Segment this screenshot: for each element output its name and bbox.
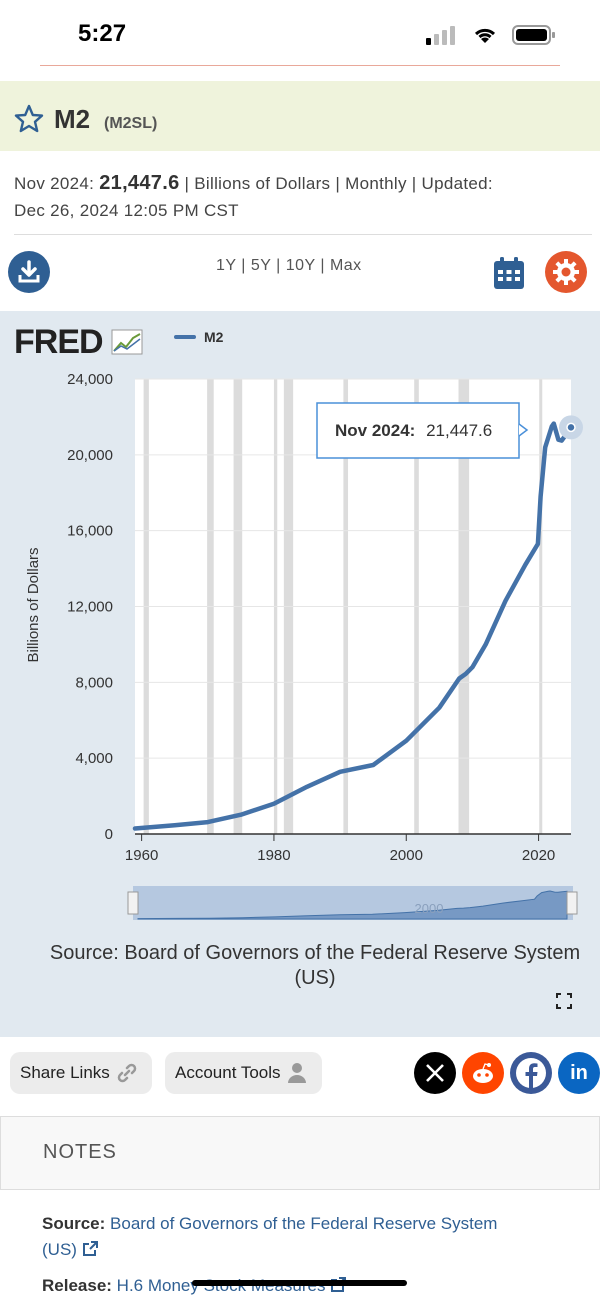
tooltip: Nov 2024: 21,447.6 (316, 402, 529, 459)
x-tick-label: 2020 (522, 847, 555, 864)
range-max[interactable]: Max (329, 257, 362, 274)
fred-chart-icon (111, 329, 143, 355)
account-tools-label: Account Tools (175, 1063, 281, 1082)
legend-label: M2 (204, 329, 224, 345)
range-separator: | (241, 257, 246, 274)
settings-button[interactable] (545, 251, 587, 293)
updated-date: Dec 26, 2024 12:05 PM CST (14, 201, 239, 220)
x-tick-label: 1980 (257, 847, 290, 864)
chart-legend: M2 (174, 329, 223, 345)
navigator-handle-left[interactable] (127, 891, 139, 915)
legend-swatch (174, 335, 196, 339)
note-source-label: Source: (42, 1214, 106, 1233)
account-tools-button[interactable]: Account Tools (165, 1052, 322, 1094)
fred-logo[interactable]: FRED (14, 323, 143, 362)
x-tick-label: 2000 (390, 847, 423, 864)
battery-icon (512, 25, 555, 45)
share-links-label: Share Links (20, 1063, 110, 1082)
signal-icon (426, 26, 455, 45)
note-source-link[interactable]: Board of Governors of the Federal Reserv… (42, 1214, 498, 1259)
range-separator: | (276, 257, 281, 274)
calendar-icon[interactable] (493, 256, 525, 290)
facebook-share-button[interactable] (510, 1052, 552, 1094)
note-source: Source: Board of Governors of the Federa… (42, 1211, 512, 1263)
svg-text:Nov 2024: 21,447.6: Nov 2024: 21,447.6 (335, 421, 492, 440)
title-band (0, 81, 600, 151)
reddit-icon (473, 1063, 493, 1083)
link-icon (117, 1063, 137, 1083)
y-tick-label: 4,000 (75, 750, 113, 767)
series-id: (M2SL) (104, 115, 158, 132)
m2-line-chart[interactable]: 0 4,000 8,000 12,000 16,000 20,000 24,000 1960… (0, 360, 600, 930)
note-release-label: Release: (42, 1276, 112, 1295)
home-indicator[interactable] (192, 1280, 407, 1286)
series-meta: Nov 2024: 21,447.6 | Billions of Dollars… (14, 170, 589, 224)
y-tick-label: 24,000 (67, 371, 113, 388)
navigator-label: 2000 (415, 901, 444, 916)
status-bar: 5:27 (0, 0, 600, 66)
user-icon (287, 1063, 306, 1083)
y-tick-label: 12,000 (67, 599, 113, 616)
status-time: 5:27 (78, 20, 127, 47)
navigator-area (137, 890, 568, 920)
fullscreen-icon[interactable] (556, 993, 572, 1009)
y-tick-label: 16,000 (67, 523, 113, 540)
series-units: | Billions of Dollars | Monthly | Update… (184, 174, 493, 193)
external-link-icon[interactable] (82, 1240, 99, 1257)
tooltip-label: Nov 2024: (335, 421, 415, 440)
graph-source: Source: Board of Governors of the Federa… (49, 942, 581, 989)
range-5y[interactable]: 5Y (250, 257, 272, 274)
notes-title: NOTES (43, 1141, 117, 1163)
notes-header[interactable] (0, 1116, 600, 1190)
range-selector: 1Y | 5Y | 10Y | Max (216, 257, 362, 275)
x-share-button[interactable] (414, 1052, 456, 1094)
latest-label: Nov 2024: (14, 174, 95, 193)
navigator-handle-right[interactable] (566, 891, 578, 915)
range-10y[interactable]: 10Y (285, 257, 316, 274)
series-title: M2 (54, 104, 91, 134)
y-tick-label: 0 (105, 826, 113, 843)
y-axis-label: Billions of Dollars (25, 547, 42, 662)
range-1y[interactable]: 1Y (216, 257, 237, 274)
range-navigator[interactable]: 2000 (127, 886, 578, 920)
linkedin-icon: in (570, 1061, 588, 1084)
share-links-button[interactable]: Share Links (10, 1052, 152, 1094)
latest-value: 21,447.6 (99, 172, 180, 194)
header-divider (40, 65, 560, 66)
status-icons (426, 24, 556, 46)
y-tick-label: 20,000 (67, 447, 113, 464)
gear-icon (553, 259, 579, 285)
meta-divider (14, 234, 592, 235)
facebook-icon (516, 1058, 546, 1089)
x-icon (426, 1064, 444, 1082)
star-icon[interactable] (14, 104, 44, 134)
reddit-share-button[interactable] (462, 1052, 504, 1094)
range-separator: | (320, 257, 325, 274)
x-tick-label: 1960 (125, 847, 158, 864)
series-line-m2 (132, 421, 574, 831)
download-button[interactable] (8, 251, 50, 293)
tooltip-value: 21,447.6 (426, 421, 492, 440)
y-tick-label: 8,000 (75, 674, 113, 691)
fred-logo-text: FRED (14, 323, 104, 361)
download-icon (18, 260, 40, 283)
wifi-icon (474, 28, 496, 43)
last-point-dot (566, 422, 576, 433)
linkedin-share-button[interactable]: in (558, 1052, 600, 1094)
